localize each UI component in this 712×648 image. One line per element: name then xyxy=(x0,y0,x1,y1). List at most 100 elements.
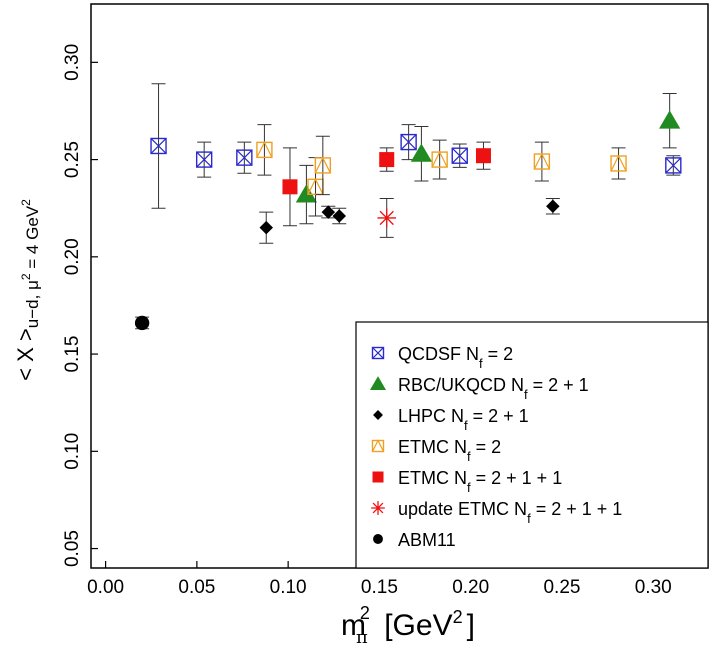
marker-triangle xyxy=(256,141,273,158)
x-title-sup: 2 xyxy=(360,603,370,623)
legend-label-text: ABM11 xyxy=(398,530,456,550)
legend-label-text: = 2 xyxy=(471,437,502,457)
data-point xyxy=(475,141,491,170)
legend-label-sub: f xyxy=(527,511,531,526)
legend-label-text: = 2 + 1 + 1 xyxy=(471,468,563,488)
legend-box xyxy=(355,321,709,569)
legend-label-text: ETMC N xyxy=(398,437,467,457)
marker-square xyxy=(372,471,384,483)
x-title-base: m xyxy=(341,609,366,642)
marker-cross xyxy=(665,157,682,174)
error-bar xyxy=(534,141,549,182)
x-tick-label: 0.10 xyxy=(270,577,307,598)
marker-circle xyxy=(373,534,383,544)
y-title-sub: u−d, μ xyxy=(23,280,42,328)
legend-item: QCDSF Nf = 2 xyxy=(371,344,513,371)
x-tick-label: 0.15 xyxy=(361,577,398,598)
legend-label: QCDSF Nf = 2 xyxy=(398,344,513,371)
marker-cross xyxy=(236,149,253,166)
legend-item: RBC/UKQCD Nf = 2 + 1 xyxy=(369,375,589,402)
series-group xyxy=(259,197,560,244)
marker-square xyxy=(236,149,253,166)
x-tick-label: 0.25 xyxy=(543,577,580,598)
marker-diamond xyxy=(259,220,273,235)
series-group xyxy=(377,197,397,238)
x-tick-label: 0.00 xyxy=(87,577,124,598)
data-point xyxy=(431,139,448,180)
x-title-unit: [GeV xyxy=(376,609,453,642)
x-title-sub: π xyxy=(356,627,368,648)
marker-cross xyxy=(400,134,417,151)
y-axis-title: < X >u−d, μ2 = 4 GeV2 xyxy=(13,199,42,381)
marker-cross xyxy=(196,151,213,168)
marker-square xyxy=(282,179,298,195)
marker-square xyxy=(371,346,385,360)
data-point xyxy=(533,141,551,182)
y-title-rest: = 4 GeV xyxy=(23,205,42,273)
error-bar xyxy=(432,139,447,180)
legend-label-text: QCDSF N xyxy=(398,344,479,364)
x-tick-label: 0.20 xyxy=(452,577,489,598)
legend-item: update ETMC Nf = 2 + 1 + 1 xyxy=(371,499,622,526)
legend-item: LHPC Nf = 2 + 1 xyxy=(373,406,529,433)
legend-label-text: = 2 + 1 xyxy=(468,406,529,426)
data-point xyxy=(610,147,627,180)
x-tick-label: 0.30 xyxy=(635,577,672,598)
legend-label-text: ETMC N xyxy=(398,468,467,488)
marker-square xyxy=(665,157,682,174)
marker-triangle xyxy=(314,156,331,174)
marker-square xyxy=(379,152,395,168)
legend-label-text: = 2 + 1 + 1 xyxy=(531,499,623,519)
legend-label: update ETMC Nf = 2 + 1 + 1 xyxy=(398,499,622,526)
y-axis: 0.05 0.10 0.15 0.20 0.25 0.30 xyxy=(62,44,98,567)
legend-label-text: = 2 xyxy=(483,344,514,364)
data-point xyxy=(314,135,332,196)
legend-label: ETMC Nf = 2 xyxy=(398,437,501,464)
data-point xyxy=(236,141,253,174)
marker-triangle xyxy=(610,154,627,172)
marker-diamond xyxy=(373,410,383,420)
legend-label-sub: f xyxy=(464,418,468,433)
marker-cross xyxy=(150,138,167,154)
data-point xyxy=(259,211,274,244)
marker-circle xyxy=(134,315,150,331)
series-layer xyxy=(134,83,682,331)
data-point xyxy=(379,147,395,172)
series-group xyxy=(256,124,627,217)
legend-label-sub: f xyxy=(467,449,471,464)
legend-label-sub: f xyxy=(479,356,483,371)
marker-square xyxy=(475,148,491,164)
x-axis-title: mπ2 [GeV2] xyxy=(341,603,475,648)
marker-triangle xyxy=(659,110,681,129)
data-point xyxy=(321,205,336,219)
data-point xyxy=(282,147,298,227)
data-point xyxy=(665,155,682,176)
marker-triangle xyxy=(410,143,433,162)
y-title-main: < X > xyxy=(13,328,38,381)
marker-triangle xyxy=(307,177,324,195)
marker-triangle xyxy=(533,152,550,170)
marker-cross xyxy=(451,147,468,164)
data-point xyxy=(451,143,468,168)
y-tick-label: 0.10 xyxy=(62,433,83,470)
marker-square xyxy=(400,133,417,151)
x-tick-label: 0.05 xyxy=(178,577,215,598)
y-title-sup: 2 xyxy=(19,199,33,206)
marker-triangle xyxy=(431,150,448,168)
legend-item: ETMC Nf = 2 xyxy=(371,437,501,464)
marker-diamond xyxy=(321,205,336,219)
series-group xyxy=(282,141,491,227)
marker-diamond xyxy=(546,199,560,214)
x-title-unit-sup: 2 xyxy=(453,607,463,627)
legend-label: LHPC Nf = 2 + 1 xyxy=(398,406,529,433)
data-point xyxy=(659,92,681,149)
legend-item: ETMC Nf = 2 + 1 + 1 xyxy=(372,468,563,495)
error-bar xyxy=(257,124,272,176)
legend-label-text: RBC/UKQCD N xyxy=(398,375,524,395)
data-point xyxy=(256,124,273,176)
data-point xyxy=(400,124,417,161)
y-tick-label: 0.25 xyxy=(62,141,83,178)
marker-asterisk xyxy=(377,208,397,228)
legend-item: ABM11 xyxy=(373,530,456,550)
